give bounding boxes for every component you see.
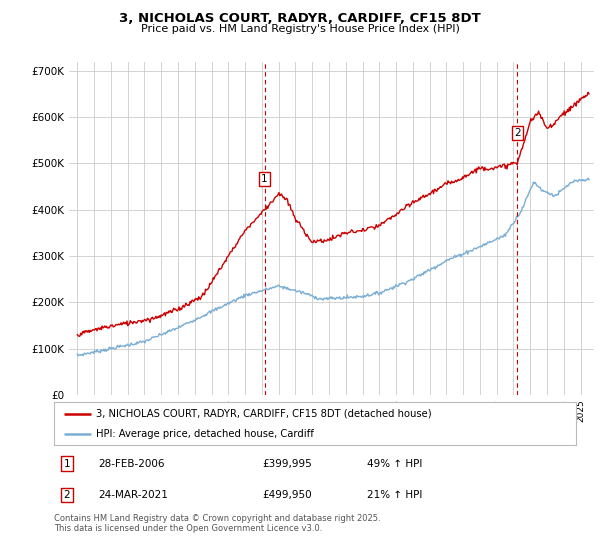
Text: Contains HM Land Registry data © Crown copyright and database right 2025.
This d: Contains HM Land Registry data © Crown c… <box>54 514 380 534</box>
Text: 3, NICHOLAS COURT, RADYR, CARDIFF, CF15 8DT (detached house): 3, NICHOLAS COURT, RADYR, CARDIFF, CF15 … <box>96 409 431 419</box>
Text: £399,995: £399,995 <box>263 459 313 469</box>
Text: 21% ↑ HPI: 21% ↑ HPI <box>367 490 422 500</box>
Text: Price paid vs. HM Land Registry's House Price Index (HPI): Price paid vs. HM Land Registry's House … <box>140 24 460 34</box>
Text: 1: 1 <box>261 174 268 184</box>
Text: 24-MAR-2021: 24-MAR-2021 <box>98 490 168 500</box>
Text: £499,950: £499,950 <box>263 490 313 500</box>
Text: HPI: Average price, detached house, Cardiff: HPI: Average price, detached house, Card… <box>96 428 314 438</box>
Text: 2: 2 <box>514 128 521 138</box>
Text: 49% ↑ HPI: 49% ↑ HPI <box>367 459 422 469</box>
Text: 28-FEB-2006: 28-FEB-2006 <box>98 459 165 469</box>
Text: 2: 2 <box>64 490 70 500</box>
Text: 1: 1 <box>64 459 70 469</box>
Text: 3, NICHOLAS COURT, RADYR, CARDIFF, CF15 8DT: 3, NICHOLAS COURT, RADYR, CARDIFF, CF15 … <box>119 12 481 25</box>
